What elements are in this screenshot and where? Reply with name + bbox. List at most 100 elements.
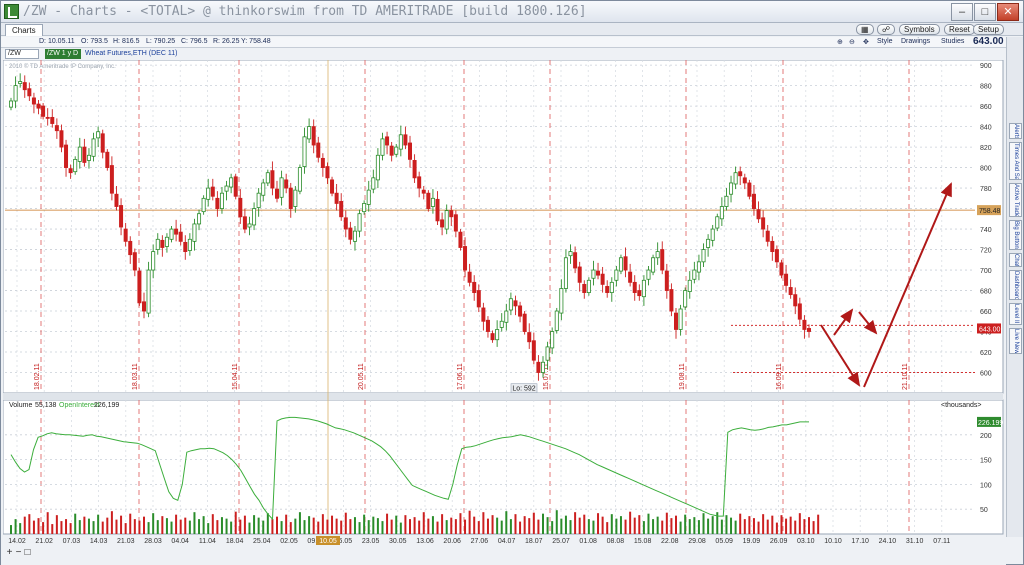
volume-bar [266, 513, 269, 534]
candle-body [779, 262, 784, 276]
candle-body [706, 238, 711, 248]
time-tick-label: 25.04 [253, 538, 271, 545]
time-tick-label: 11.04 [199, 538, 216, 545]
setup-button[interactable]: Setup [973, 24, 1004, 35]
candle-body [132, 252, 137, 271]
price-tick-label: 820 [980, 145, 992, 152]
volume-bar [775, 522, 778, 534]
candle-body [463, 246, 468, 271]
candle-body [279, 177, 284, 198]
volume-bar [344, 512, 347, 534]
candle-body [651, 257, 656, 273]
candle-body [242, 216, 247, 230]
candle-body [696, 261, 701, 273]
sidebar-tab-times-and-sales[interactable]: Times And Sales [1009, 142, 1022, 180]
candle-body [458, 231, 463, 248]
header-date: D: 10.05.11 [39, 38, 75, 45]
sidebar-tab-level-ii[interactable]: Level II [1009, 303, 1022, 325]
volume-bar [78, 520, 81, 534]
candle-body [426, 192, 431, 209]
volume-bar [642, 521, 645, 534]
candle-body [174, 228, 179, 235]
aggregation-badge[interactable]: /ZW 1 y D [45, 49, 81, 59]
candle-body [403, 134, 408, 146]
volume-bar [156, 520, 159, 534]
candle-body [178, 231, 183, 242]
minimize-button[interactable]: – [951, 3, 973, 21]
candle-body [160, 239, 165, 248]
volume-bar [193, 512, 196, 534]
volume-bar [409, 519, 411, 534]
zoom-out-icon[interactable]: ⊖ [849, 39, 855, 46]
sidebar-tab-active-trader[interactable]: Active Trader [1009, 183, 1022, 217]
volume-bar [564, 515, 567, 534]
reset-button[interactable]: Reset [944, 24, 975, 35]
pan-icon[interactable]: ✥ [863, 39, 869, 46]
time-tick-label: 18.07 [525, 538, 543, 545]
volume-bar [28, 514, 31, 534]
time-tick-label: 23.05 [362, 538, 380, 545]
header-close: C: 796.5 [181, 38, 208, 45]
style-button[interactable]: Style [877, 38, 893, 45]
sidebar-tab-dashboard[interactable]: Dashboard [1009, 270, 1022, 300]
price-tick-label: 860 [980, 104, 992, 111]
drawings-button[interactable]: Drawings [901, 38, 931, 45]
volume-bar [220, 517, 223, 534]
volume-tick-label: 100 [980, 482, 992, 489]
volume-bar [665, 512, 668, 534]
time-tick-label: 16.05 [335, 538, 353, 545]
candle-body [371, 177, 376, 190]
candle-body [637, 290, 642, 297]
volume-bar [794, 520, 797, 534]
grid-layout-icon[interactable]: ▦ [856, 24, 874, 35]
zoom-fit-icon[interactable]: □ [24, 547, 31, 558]
link-icon[interactable]: ☍ [877, 24, 895, 35]
candle-body [724, 195, 729, 207]
symbol-input[interactable]: /ZW [5, 49, 39, 59]
candle-body [729, 182, 734, 195]
candle-body [210, 186, 215, 197]
tab-charts[interactable]: Charts [5, 24, 43, 36]
sidebar-tab-alerts[interactable]: Alerts [1009, 123, 1022, 139]
sidebar-tab-big-buttons[interactable]: Big Buttons [1009, 220, 1022, 250]
candle-body [389, 145, 394, 156]
candle-body [50, 116, 55, 124]
pane-separator [3, 393, 1003, 400]
close-button[interactable]: ✕ [997, 3, 1019, 21]
symbols-button[interactable]: Symbols [899, 24, 940, 35]
candle-body [591, 269, 596, 279]
volume-bar [372, 516, 375, 534]
candle-body [559, 288, 564, 314]
volume-bar [317, 521, 320, 534]
time-tick-label: 10.10 [824, 538, 842, 545]
open-interest-line [10, 416, 809, 521]
volume-bar [597, 513, 600, 534]
candle-body [522, 313, 527, 332]
volume-bar [42, 522, 45, 534]
volume-bar [353, 517, 356, 534]
zoom-out-icon[interactable]: − [15, 547, 22, 558]
candle-body [68, 168, 73, 174]
candle-body [632, 281, 637, 293]
volume-bar [619, 516, 622, 534]
sidebar-tab-live-news[interactable]: Live News [1009, 328, 1022, 354]
price-tick-label: 900 [980, 63, 992, 70]
forecast-arrow [863, 182, 952, 388]
candle-body [41, 105, 46, 117]
volume-bar [198, 519, 201, 534]
sidebar-tab-chat[interactable]: Chat [1009, 253, 1022, 267]
volume-bar [762, 514, 765, 534]
candle-body [664, 270, 669, 291]
candle-body [467, 271, 472, 283]
volume-bar [395, 515, 398, 534]
studies-button[interactable]: Studies [941, 38, 965, 45]
oi-last-label: 226.199 [978, 420, 1003, 427]
candle-body [412, 160, 417, 179]
candle-body [366, 189, 371, 205]
maximize-button[interactable]: □ [974, 3, 996, 21]
chart-area[interactable]: 2010 © TD Ameritrade IP Company, Inc. 600… [3, 60, 1006, 545]
volume-bar [147, 522, 150, 534]
zoom-in-icon[interactable]: ⊕ [837, 39, 843, 46]
zoom-in-icon[interactable]: + [6, 547, 13, 558]
volume-bar [276, 516, 278, 534]
